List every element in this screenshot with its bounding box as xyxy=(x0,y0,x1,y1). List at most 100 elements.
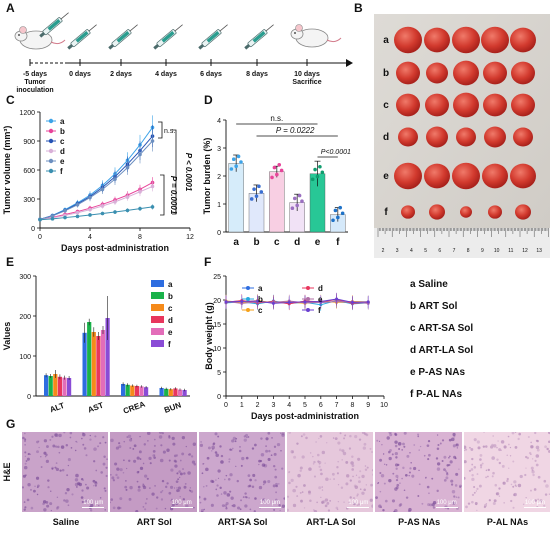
cell-nucleus xyxy=(517,437,520,441)
bar-a xyxy=(228,163,244,233)
cell-nucleus xyxy=(114,462,118,466)
syringe-fluid xyxy=(161,31,175,43)
scale-bar-line xyxy=(523,506,546,508)
syringe-icon xyxy=(153,24,183,50)
tumor-sample xyxy=(394,26,422,54)
cell-nucleus xyxy=(281,504,285,508)
cell-nucleus xyxy=(492,502,496,506)
cell-nucleus xyxy=(358,438,362,441)
cell-nucleus xyxy=(385,499,388,503)
panel-letter-d: D xyxy=(204,93,213,107)
cell-nucleus xyxy=(399,503,403,506)
cell-nucleus xyxy=(24,438,27,441)
cell-nucleus xyxy=(315,441,317,443)
cell-nucleus xyxy=(488,499,491,502)
cell-nucleus xyxy=(406,454,410,458)
cell-nucleus xyxy=(379,458,383,462)
cell-nucleus xyxy=(236,506,240,510)
cell-nucleus xyxy=(66,474,69,477)
cell-nucleus xyxy=(243,438,247,442)
timeline-day-label: Tumor xyxy=(24,79,46,86)
cell-nucleus xyxy=(498,495,500,497)
cell-nucleus xyxy=(458,468,460,470)
cell-nucleus xyxy=(156,507,158,510)
legend-label: f xyxy=(60,167,63,176)
cell-nucleus xyxy=(493,499,497,503)
bar-e-ast xyxy=(100,330,106,396)
cell-nucleus xyxy=(40,466,43,468)
cell-nucleus xyxy=(248,484,251,488)
cell-nucleus xyxy=(452,501,456,505)
he-image-art-la-sol: 100 μm xyxy=(286,432,374,512)
legend-label: a xyxy=(60,117,65,126)
cell-nucleus xyxy=(381,444,383,446)
cell-nucleus xyxy=(548,493,550,495)
cell-nucleus xyxy=(176,487,178,489)
cell-nucleus xyxy=(426,444,430,448)
cell-nucleus xyxy=(392,453,395,456)
cell-nucleus xyxy=(243,435,246,438)
tumor-sample xyxy=(401,205,415,219)
legend-marker-e xyxy=(306,297,310,301)
cell-nucleus xyxy=(143,443,147,446)
cell-nucleus xyxy=(444,478,447,482)
cell-nucleus xyxy=(382,508,385,512)
cell-nucleus xyxy=(142,484,146,488)
cell-nucleus xyxy=(214,432,218,436)
cell-nucleus xyxy=(287,471,290,474)
data-point xyxy=(320,170,325,175)
cell-nucleus xyxy=(313,460,316,464)
cell-nucleus xyxy=(336,466,339,469)
cell-nucleus xyxy=(43,508,47,512)
cell-nucleus xyxy=(24,444,26,446)
cell-nucleus xyxy=(433,506,436,509)
cell-nucleus xyxy=(475,503,477,506)
syringe-needle xyxy=(88,24,97,32)
cell-nucleus xyxy=(259,459,262,463)
cell-nucleus xyxy=(503,445,507,449)
data-point xyxy=(315,174,320,179)
cell-nucleus xyxy=(342,451,347,456)
cell-nucleus xyxy=(413,466,417,471)
cell-nucleus xyxy=(443,468,447,471)
cell-nucleus xyxy=(449,438,452,442)
cell-nucleus xyxy=(94,481,98,485)
cell-nucleus xyxy=(318,465,321,468)
cell-nucleus xyxy=(238,446,241,448)
cell-nucleus xyxy=(203,508,205,511)
cell-nucleus xyxy=(74,482,79,487)
cell-nucleus xyxy=(394,432,397,436)
cell-nucleus xyxy=(507,435,510,438)
cell-nucleus xyxy=(99,442,102,445)
cell-nucleus xyxy=(139,435,142,438)
cell-nucleus xyxy=(531,469,534,472)
cell-nucleus xyxy=(159,435,163,439)
cell-nucleus xyxy=(33,489,36,493)
legend-label: c xyxy=(60,137,65,146)
tumor-sample xyxy=(511,61,535,85)
bar-d-alt xyxy=(57,376,62,396)
data-point-f xyxy=(366,300,370,304)
cell-nucleus xyxy=(396,483,400,487)
cell-nucleus xyxy=(318,463,321,465)
cell-nucleus xyxy=(104,509,107,511)
cell-nucleus xyxy=(183,485,187,489)
cell-nucleus xyxy=(220,493,222,495)
cell-nucleus xyxy=(419,483,421,486)
cell-nucleus xyxy=(539,499,543,503)
legend-text-item: a Saline xyxy=(410,279,448,290)
cell-nucleus xyxy=(223,478,226,481)
annotation-ns: n.s. xyxy=(164,128,175,135)
y-tick-label: 0 xyxy=(217,230,221,237)
cell-nucleus xyxy=(190,490,194,493)
cell-nucleus xyxy=(234,437,237,440)
cell-nucleus xyxy=(159,432,163,434)
cell-nucleus xyxy=(217,469,221,473)
cell-nucleus xyxy=(427,503,431,507)
cell-nucleus xyxy=(471,493,474,497)
cell-nucleus xyxy=(236,479,239,483)
cell-nucleus xyxy=(473,491,476,494)
data-point xyxy=(231,157,236,161)
he-image-p-as-nas: 100 μm xyxy=(375,432,462,512)
